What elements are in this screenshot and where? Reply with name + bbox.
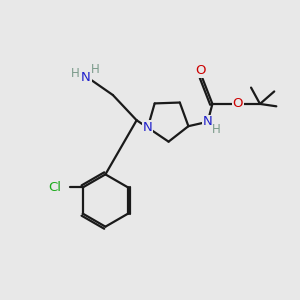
Text: N: N bbox=[81, 71, 91, 84]
Text: Cl: Cl bbox=[48, 181, 62, 194]
Text: O: O bbox=[195, 64, 206, 77]
Text: N: N bbox=[143, 121, 153, 134]
Text: H: H bbox=[212, 123, 221, 136]
Text: O: O bbox=[232, 98, 243, 110]
Text: N: N bbox=[203, 115, 213, 128]
Text: H: H bbox=[70, 67, 79, 80]
Text: H: H bbox=[91, 63, 100, 76]
